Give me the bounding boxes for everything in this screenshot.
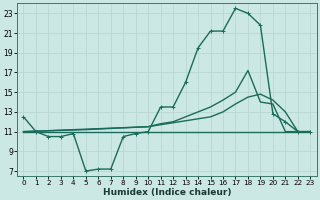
X-axis label: Humidex (Indice chaleur): Humidex (Indice chaleur)	[103, 188, 231, 197]
